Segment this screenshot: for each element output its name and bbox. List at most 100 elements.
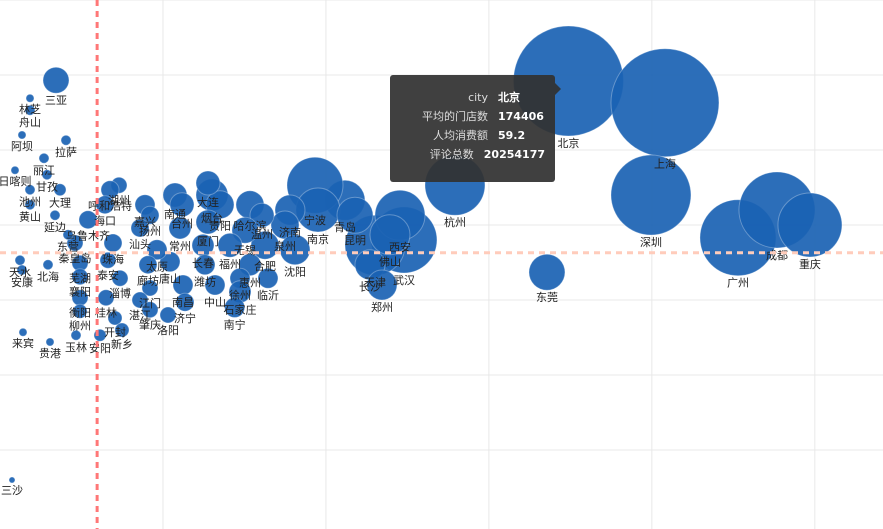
bubble [159,306,177,324]
bubble-label: 秦皇岛 [58,251,91,265]
bubble [111,269,129,287]
bubble-label: 三沙 [1,484,23,497]
bubble-label: 嘉兴 [134,215,156,229]
bubble-label: 延边 [44,221,66,234]
bubble [140,205,160,225]
bubble [336,196,374,234]
tooltip-value: 59.2 [498,129,526,142]
bubble-label: 东莞 [536,291,558,304]
bubble [217,232,243,258]
tooltip-value: 174406 [498,110,544,123]
bubble [78,210,98,230]
bubble-label: 惠州 [239,276,261,290]
tooltip-row: 评论总数 20254177 [400,145,545,164]
bubble [99,251,117,269]
tooltip-value: 北京 [498,91,520,104]
bubble-label: 南通 [164,208,186,221]
bubble [53,183,67,197]
bubble [138,255,158,275]
bubble-label: 徐州 [229,288,251,302]
bubble [141,301,159,319]
bubble [257,267,279,289]
bubble-label: 石家庄 [223,303,256,317]
bubble-label: 衡阳 [69,307,91,320]
bubble [131,291,149,309]
bubble [249,202,275,228]
bubble-label: 林芝 [19,102,41,116]
bubble [610,154,692,236]
bubble [528,253,566,291]
bubble [169,192,195,218]
bubble [24,104,36,116]
bubble [107,310,123,326]
bubble [610,48,720,158]
bubble [71,268,89,286]
bubble [41,169,53,181]
bubble-label: 常州 [169,240,191,253]
bubble-label: 太原 [146,261,168,274]
bubble-label: 江门 [139,296,161,310]
bubble [369,214,411,256]
bubble [114,322,130,338]
bubble [45,337,55,347]
bubble [130,218,150,238]
bubble-label: 乌鲁木齐 [66,229,110,243]
bubble [366,269,398,301]
bubble [175,292,195,312]
bubble-label: 西安 [389,240,411,254]
bubble [168,216,192,240]
bubble-label: 湖州 [108,194,130,207]
tooltip-value: 20254177 [483,148,545,161]
bubble [95,195,115,215]
bubble-label: 柳州 [69,318,91,332]
bubble [231,216,259,244]
bubble-label: 安康 [11,275,33,289]
bubble [24,199,36,211]
tooltip-key: 评论总数 [429,148,474,161]
bubble [18,327,28,337]
bubble-label: 丽江 [33,164,55,177]
bubble-label: 芜湖 [69,271,91,285]
bubble-label: 哈尔滨 [233,219,266,233]
bubble-label: 烟台 [201,211,223,225]
tooltip: city 北京 平均的门店数 174406 人均消费额 59.2 评论总数 202541… [390,75,561,182]
bubble-label: 拉萨 [55,145,77,159]
bubble-label: 襄阳 [69,285,91,299]
bubble [10,165,20,175]
bubble-label: 青岛 [334,220,356,234]
bubble-label: 三亚 [45,94,67,107]
bubble-label: 池州 [19,196,41,209]
bubble-label: 来宾 [12,336,34,350]
bubble-label: 济南 [279,225,301,239]
bubble [70,329,82,341]
bubble [24,184,36,196]
bubble-label: 洛阳 [157,323,179,337]
bubble [224,297,246,318]
bubble-label: 泉州 [274,239,296,253]
bubble-label: 长沙 [359,281,381,294]
bubble-label: 泰安 [97,268,119,282]
bubble [204,274,226,296]
bubble-label: 南宁 [224,317,246,331]
bubble-label: 桂林 [95,306,117,320]
bubble-label: 武汉 [393,274,415,287]
bubble [72,303,88,319]
bubble [194,254,216,276]
bubble-label: 南京 [307,232,329,246]
bubble-label: 湛江 [129,309,151,322]
bubble [62,229,74,241]
bubble-label: 阿坝 [11,139,33,153]
bubble-label: 唐山 [159,272,181,286]
bubble-label: 玉林 [65,340,87,354]
bubble-label: 南昌 [172,296,194,309]
bubble-label: 长春 [192,257,214,270]
tooltip-key: city [468,91,488,104]
bubble-label: 福州 [219,257,241,271]
bubble-label: 杭州 [444,215,466,229]
bubble-label: 沈阳 [284,265,306,279]
tooltip-arrow [555,83,561,95]
bubble [8,476,16,484]
bubble-label: 呼和浩特 [88,199,132,213]
bubble-label: 贵港 [39,347,61,360]
